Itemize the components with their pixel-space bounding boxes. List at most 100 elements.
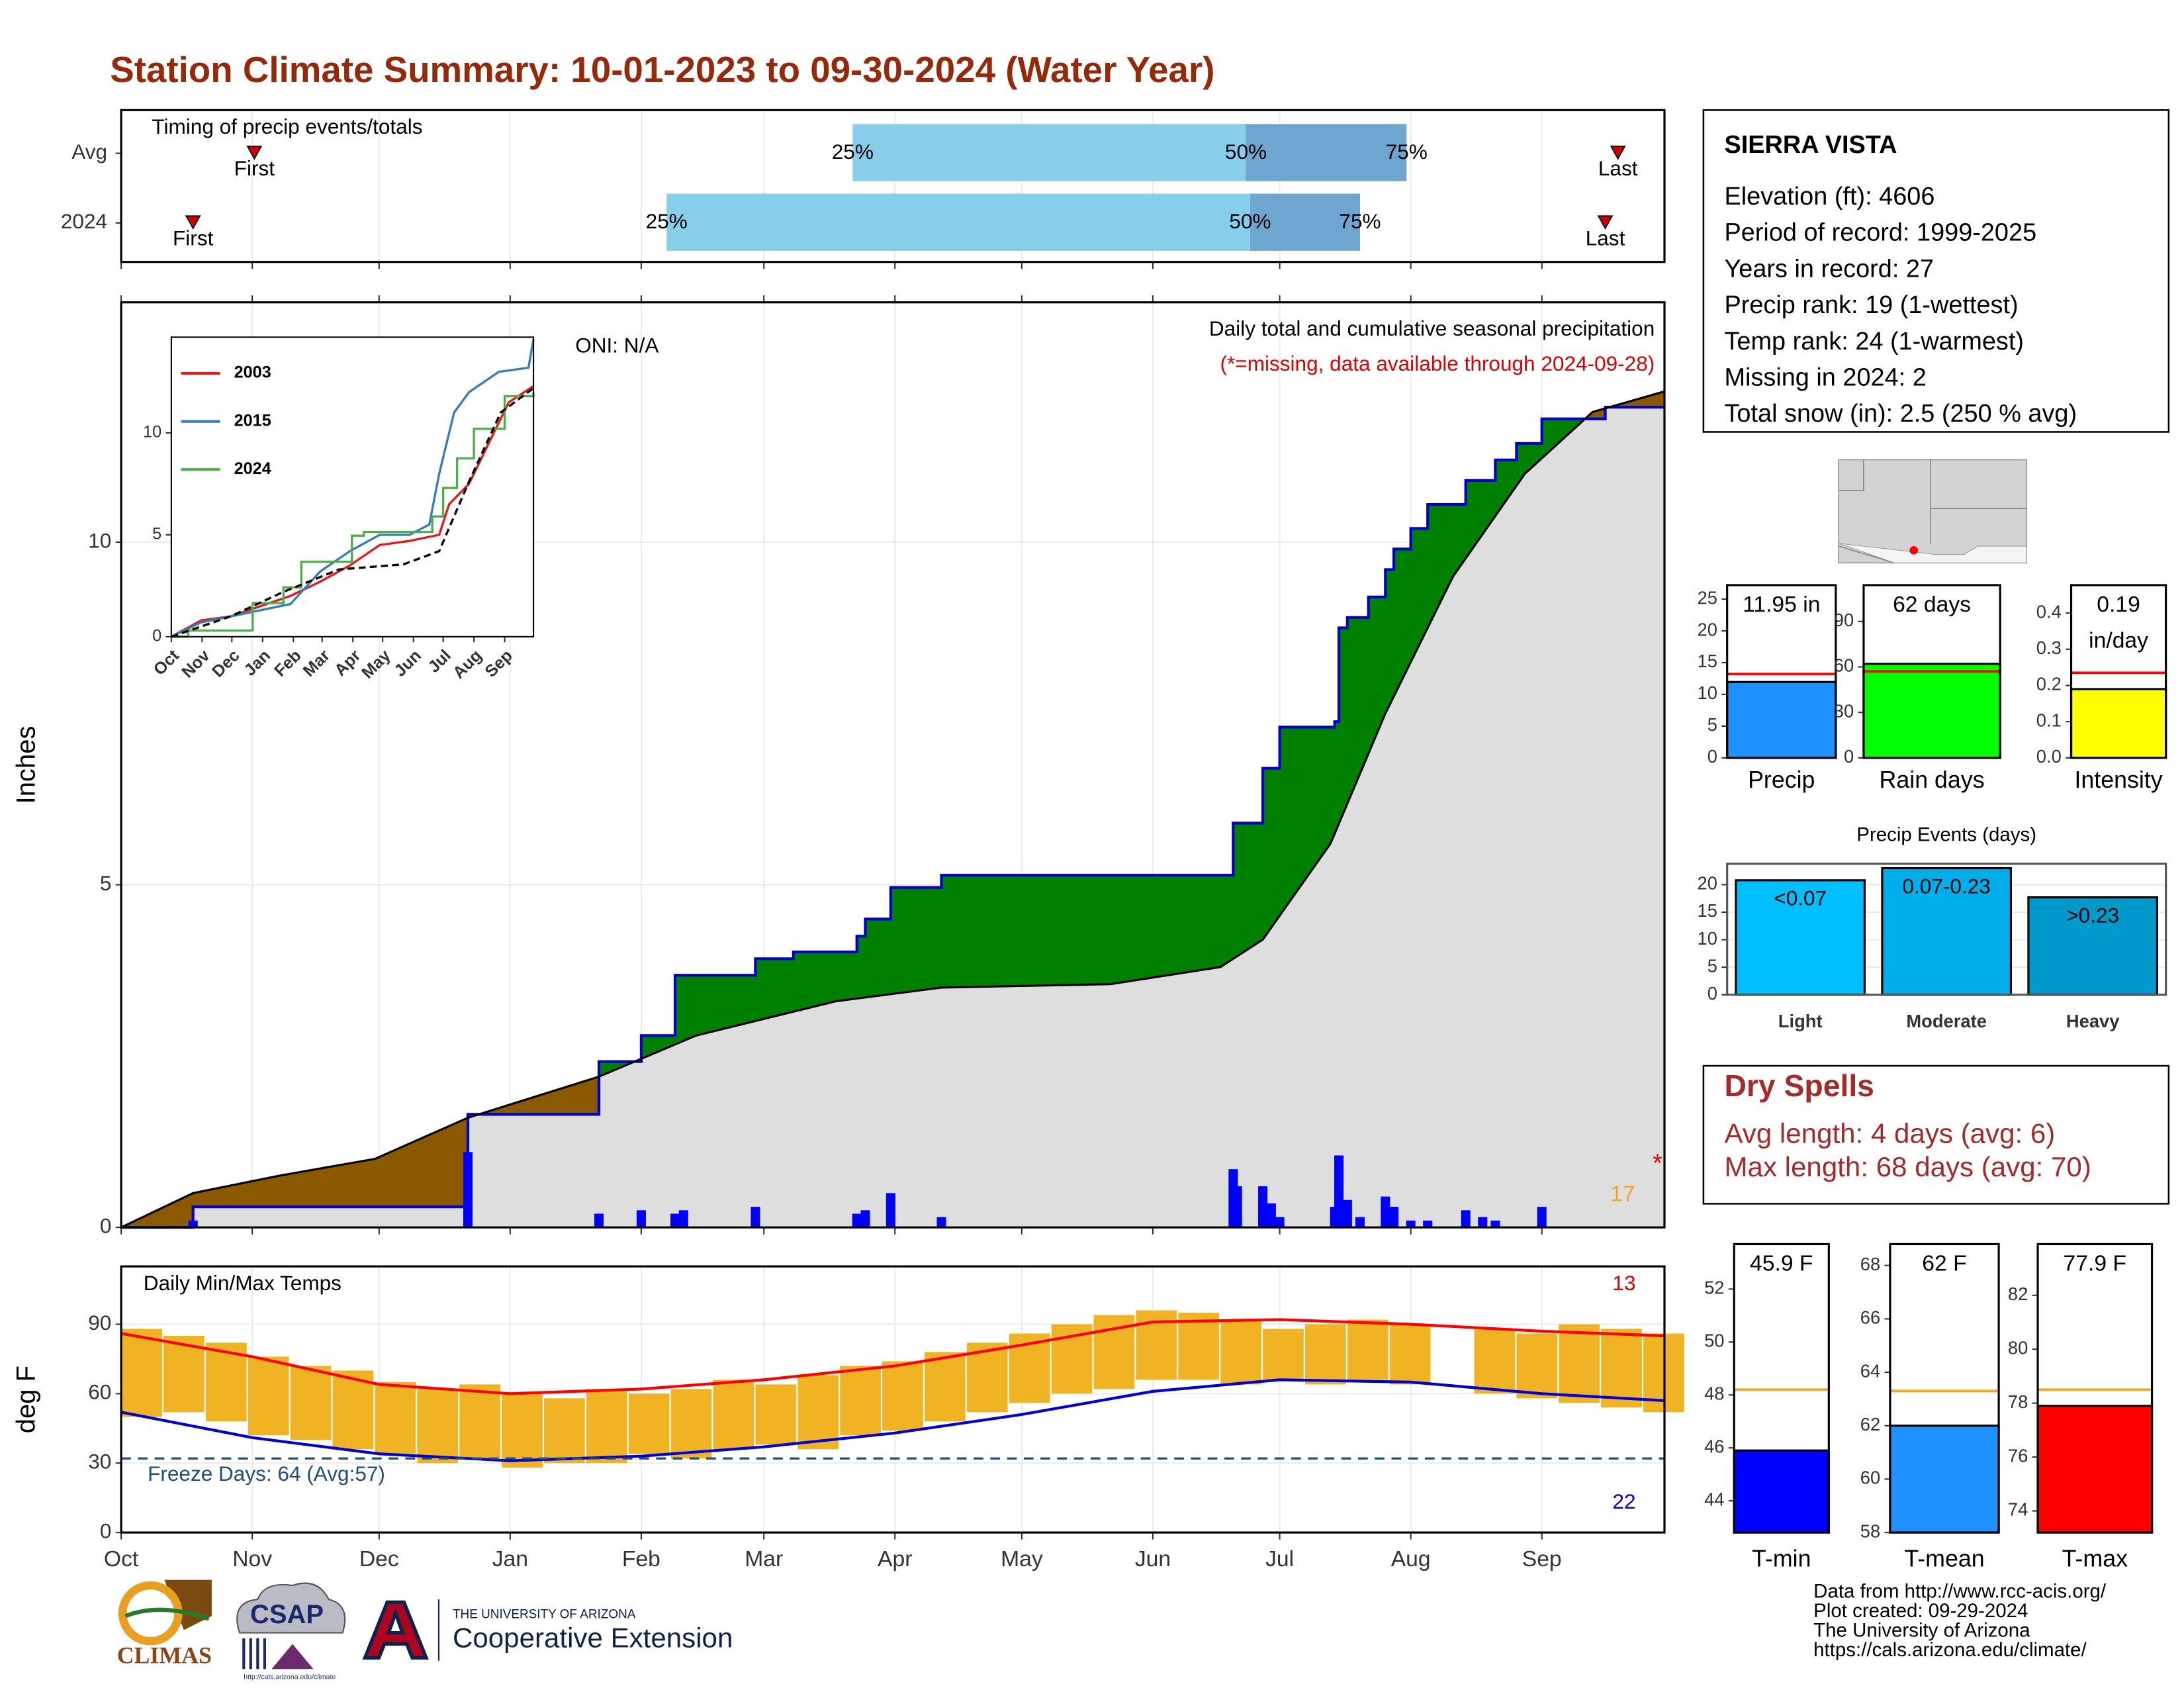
value-label: 45.9 F [1750,1252,1813,1276]
y-tick-label: 10 [1698,928,1717,949]
station-line: Years in record: 27 [1724,255,1934,283]
annotation: * [1653,1149,1662,1177]
bin-label: <0.07 [1774,886,1827,910]
y-tick-label: 10 [88,528,111,552]
station-dot [1909,546,1919,555]
dry-spells-line: Avg length: 4 days (avg: 6) [1724,1117,2055,1149]
daily-bar [751,1207,760,1228]
category-label: T-mean [1904,1546,1984,1572]
x-tick-label: Mar [745,1547,783,1571]
temp-range-bar [121,1329,162,1417]
daily-bar [188,1220,198,1228]
logos: CLIMAS CSAP http://cals.arizona.edu/clim… [117,1579,733,1681]
climas-sun [118,1581,183,1646]
x-tick-label: Jun [1135,1547,1171,1571]
y-tick-label: 10 [143,423,161,442]
y-tick-label: 5 [152,525,161,543]
ua-text: THE UNIVERSITY OF ARIZONA [453,1607,636,1621]
event-marker [246,146,263,160]
y-tick-label: 60 [1860,1468,1880,1488]
panel-frame [120,1265,1666,1534]
bar [1862,663,2001,759]
bar [1735,879,1866,996]
daily-bar [1275,1217,1285,1228]
marker-label: 75% [1339,209,1381,233]
y-tick-label: 0.3 [2036,637,2062,658]
value-label-box: 77.9 F [2063,1252,2127,1276]
y-tick-label: 0 [1707,746,1717,767]
cumulative-line [120,390,1665,1229]
cumulative-line [121,406,1664,1229]
csap-cloud [236,1582,346,1634]
y-tick-label: 0.1 [2036,710,2062,730]
y-tick-label: 60 [1834,655,1854,676]
value-label-box: 62 days [1893,594,1971,618]
x-tick-label: Apr [878,1547,912,1571]
station-line: Precip rank: 19 (1-wettest) [1724,291,2018,319]
y-tick-label: 10 [1698,682,1717,703]
freeze-label: Freeze Days: 64 (Avg:57) [148,1462,385,1485]
footer-line: Plot created: 09-29-2024 [1813,1600,2028,1622]
x-tick-label: Aug [1391,1547,1431,1571]
category-label: Light [1778,1011,1823,1031]
panel-frame [2036,1243,2154,1534]
y-tick-label: 5 [100,871,112,895]
marker-label: 75% [1386,140,1428,164]
y-tick-label: 78 [2008,1391,2028,1412]
y-tick-label: 58 [1860,1521,1880,1541]
dry-spells-title: Dry Spells [1724,1068,1874,1103]
bar [2070,688,2167,759]
y-tick-label: 0.0 [2036,746,2062,767]
y-tick-label: 44 [1704,1489,1724,1509]
daily-bar [1334,1155,1344,1228]
panel-frame [1733,1243,1830,1534]
y-tick-label: 80 [2008,1337,2028,1358]
row-label: 2024 [61,209,107,233]
csap-bars [242,1638,266,1669]
y-tick-label: 0 [100,1214,112,1238]
value-label: 77.9 F [2063,1252,2127,1276]
legend-label: 2003 [234,363,271,382]
daily-bar [594,1213,604,1228]
y-tick-label: 0 [100,1519,112,1542]
temp-range-bar [586,1389,627,1464]
temp-range-bar [670,1389,712,1459]
y-tick-label: 90 [1834,610,1854,630]
map-borders [1838,459,2027,564]
daily-bar [886,1193,895,1228]
daily-bar [860,1210,870,1228]
y-tick-label: 82 [2008,1284,2028,1304]
y-tick-label: 20 [1698,619,1717,639]
x-tick-label: Feb [622,1547,660,1571]
annotation: Daily total and cumulative seasonal prec… [1209,316,1655,340]
marker-label: Last [1586,226,1625,250]
series-line [171,393,535,638]
x-tick-label: Dec [359,1547,399,1571]
temp-range-bar [1516,1333,1558,1399]
dry-spells-box: Dry Spells Avg length: 4 days (avg: 6) M… [1702,1064,2170,1205]
temp-range-bar [502,1393,543,1468]
panel-title: Precip Events (days) [1856,824,2036,846]
temp-range-bar [1304,1324,1346,1385]
daily-bar [1389,1207,1399,1228]
csap-url: http://cals.arizona.edu/climate [244,1673,336,1681]
bar [1733,1449,1830,1534]
category-label: Precip [1748,767,1815,793]
temp-range-bar [1559,1324,1600,1403]
y-tick-label: 0.2 [2036,674,2062,694]
x-tick-label: Sep [1522,1547,1562,1571]
climas-text: CLIMAS [117,1642,212,1669]
legend-label: 2015 [234,411,271,430]
value-label-box: 11.95 in [1743,594,1820,618]
event-marker [1610,146,1626,160]
y-tick-label: 68 [1860,1254,1880,1274]
y-tick-label: 0.4 [2036,601,2062,622]
temp-range-bar [375,1382,416,1454]
daily-bar [1232,1186,1242,1228]
y-tick-label: 74 [2008,1499,2028,1520]
daily-bar [670,1213,680,1228]
row-label: Avg [71,140,107,164]
y-tick-label: 15 [1698,900,1717,921]
dry-spells-frame [1702,1064,2170,1205]
